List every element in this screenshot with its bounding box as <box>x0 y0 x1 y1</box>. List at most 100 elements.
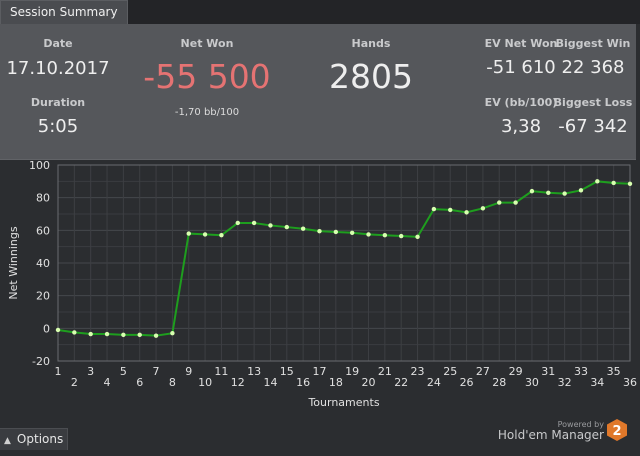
x-tick-label: 7 <box>153 365 160 378</box>
x-tick-label: 22 <box>394 376 408 389</box>
x-tick-label: 35 <box>607 365 621 378</box>
x-tick-label: 27 <box>476 365 490 378</box>
x-tick-label: 28 <box>492 376 506 389</box>
x-tick-label: 1 <box>55 365 62 378</box>
chevron-up-icon: ▲ <box>4 436 11 446</box>
chart-grid <box>57 164 631 362</box>
data-point <box>251 220 257 226</box>
biggest-win-value: 22 368 <box>561 57 625 78</box>
x-tick-label: 23 <box>411 365 425 378</box>
ev-net-won-value: -51 610 <box>486 57 556 78</box>
data-point <box>88 331 93 337</box>
x-tick-label: 12 <box>231 376 245 389</box>
data-point <box>464 210 469 215</box>
x-tick-label: 3 <box>87 365 94 378</box>
data-point <box>611 180 616 186</box>
x-tick-label: 8 <box>169 376 176 389</box>
net-won-label: Net Won <box>180 37 234 50</box>
x-tick-label: 29 <box>509 365 523 378</box>
data-point <box>333 229 339 235</box>
x-tick-label: 21 <box>378 365 392 378</box>
data-point <box>562 191 567 196</box>
date-value: 17.10.2017 <box>6 58 110 79</box>
x-tick-label: 13 <box>247 365 261 378</box>
data-point <box>219 233 224 238</box>
data-points <box>55 179 633 338</box>
data-point <box>448 207 453 213</box>
x-axis: 1234567891011121314151617181920212223242… <box>55 365 638 389</box>
x-tick-label: 36 <box>623 376 637 389</box>
y-axis: -20 0 20 40 60 80 100 <box>29 159 50 368</box>
session-summary-panel: Date 17.10.2017 Duration 5:05 Net Won -5… <box>0 24 636 160</box>
duration-value: 5:05 <box>37 116 79 137</box>
x-tick-label: 25 <box>443 365 457 378</box>
x-tick-label: 20 <box>362 376 376 389</box>
ev-bb-value: 3,38 <box>500 116 542 137</box>
x-tick-label: 2 <box>71 376 78 389</box>
brand-name: Hold'em Manager <box>497 428 604 442</box>
x-tick-label: 5 <box>120 365 127 378</box>
powered-by-label: Powered by <box>557 420 604 429</box>
data-point <box>415 234 420 240</box>
data-point <box>546 190 551 195</box>
x-tick-label: 18 <box>329 376 343 389</box>
data-point <box>595 179 600 184</box>
data-point <box>431 206 437 212</box>
biggest-loss-value: -67 342 <box>558 116 628 137</box>
net-winnings-chart: -20 0 20 40 60 80 100 1 2 3 4 5 6 7 8 9 10 11 12 13 14 15 16 1… <box>0 159 640 428</box>
x-tick-label: 33 <box>574 365 588 378</box>
data-point <box>382 233 388 238</box>
x-tick-label: 11 <box>214 365 228 378</box>
x-tick-label: 24 <box>427 376 441 389</box>
x-tick-label: 17 <box>312 365 326 378</box>
x-tick-label: 14 <box>263 376 277 389</box>
data-point <box>513 200 518 205</box>
x-tick-label: 30 <box>525 376 539 389</box>
plot-area <box>57 164 631 362</box>
x-tick-label: 26 <box>460 376 474 389</box>
biggest-win-label: Biggest Win <box>555 37 631 50</box>
data-point <box>399 233 404 239</box>
x-tick-label: 31 <box>541 365 555 378</box>
y-axis-label: Net Winnings <box>7 226 20 299</box>
data-point <box>202 232 208 237</box>
ev-net-won-label: EV Net Won <box>484 37 558 50</box>
net-won-bb-value: -1,70 bb/100 <box>174 107 240 118</box>
data-point <box>153 333 159 338</box>
duration-label: Duration <box>30 96 86 109</box>
data-point <box>55 327 61 333</box>
options-label: Options <box>16 432 64 446</box>
data-point <box>578 188 584 193</box>
logo-number: 2 <box>612 424 621 439</box>
y-tick-label: 60 <box>36 224 50 237</box>
x-tick-label: 16 <box>296 376 310 389</box>
data-point <box>137 332 142 338</box>
tab-bar: Session Summary <box>0 0 640 24</box>
y-tick-label: 20 <box>36 290 50 303</box>
x-tick-label: 10 <box>198 376 212 389</box>
data-point <box>121 332 126 338</box>
data-point <box>284 224 289 230</box>
y-tick-label: 40 <box>36 257 50 270</box>
x-tick-label: 15 <box>280 365 294 378</box>
tab-session-summary[interactable]: Session Summary <box>0 0 128 24</box>
data-point <box>366 232 371 237</box>
data-point <box>529 188 535 194</box>
x-tick-label: 19 <box>345 365 359 378</box>
x-axis-label: Tournaments <box>307 396 379 409</box>
data-point <box>300 226 306 231</box>
y-tick-label: 100 <box>29 160 50 172</box>
data-point <box>186 231 191 236</box>
ev-bb-label: EV (bb/100) <box>484 96 558 109</box>
x-tick-label: 34 <box>590 376 604 389</box>
footer: ▲ Options Powered by Hold'em Manager 2 <box>0 419 640 456</box>
y-tick-label: 0 <box>43 322 50 335</box>
x-tick-label: 32 <box>558 376 572 389</box>
y-tick-label: 80 <box>36 192 50 205</box>
options-button[interactable]: ▲ Options <box>0 428 68 450</box>
hands-label: Hands <box>351 37 391 50</box>
data-point <box>104 331 110 337</box>
data-point <box>349 230 355 235</box>
net-won-value: -55 500 <box>143 57 271 96</box>
